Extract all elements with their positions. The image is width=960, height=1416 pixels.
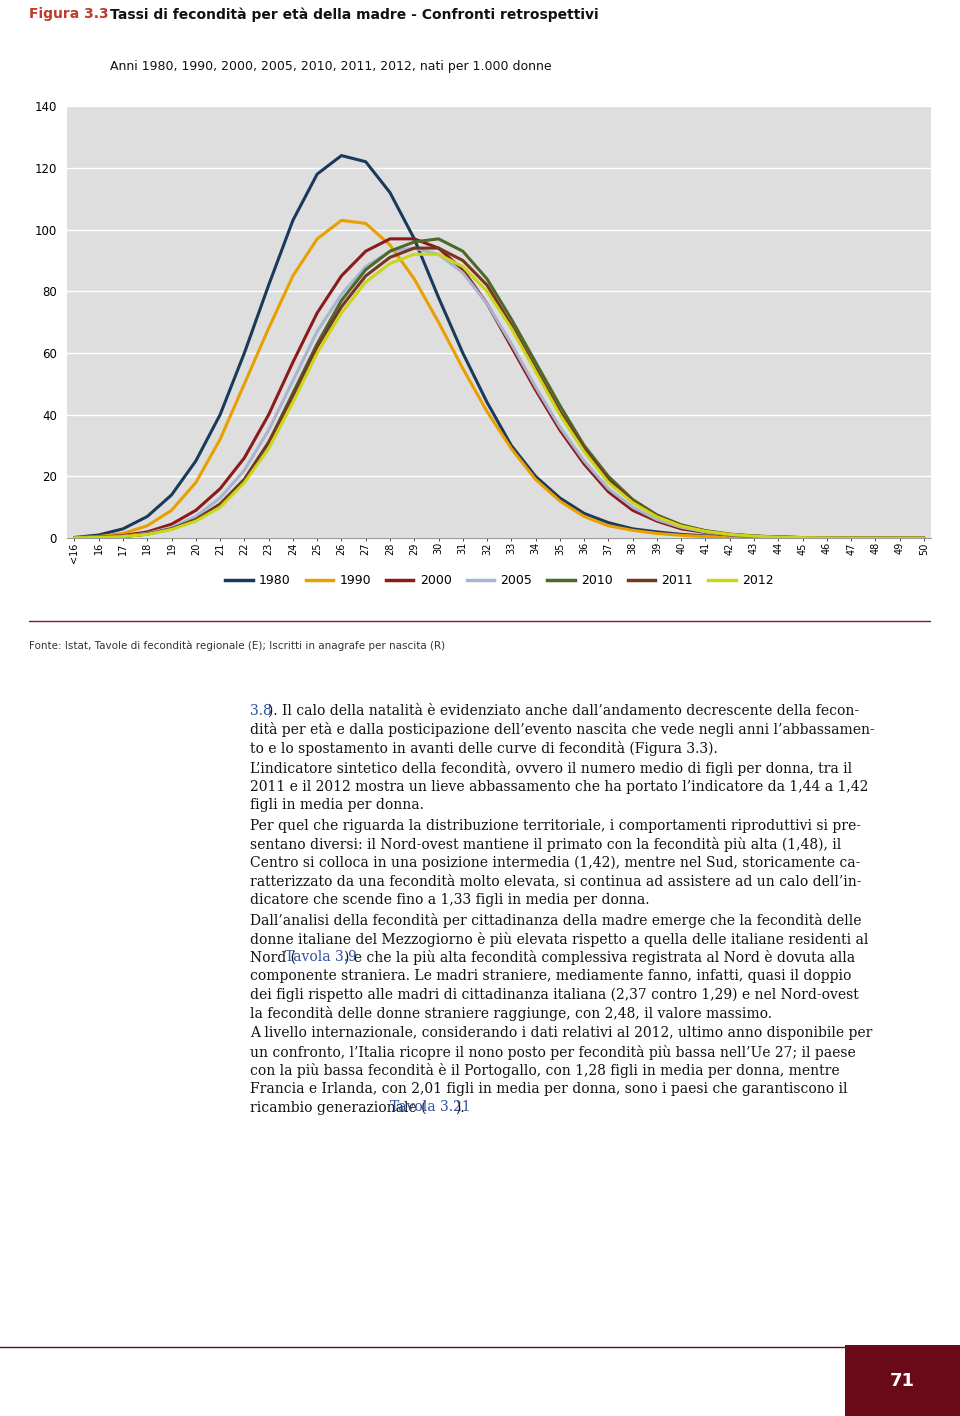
Text: Anni 1980, 1990, 2000, 2005, 2010, 2011, 2012, nati per 1.000 donne: Anni 1980, 1990, 2000, 2005, 2010, 2011,…: [110, 61, 552, 74]
Text: Per quel che riguarda la distribuzione territoriale, i comportamenti riproduttiv: Per quel che riguarda la distribuzione t…: [250, 818, 861, 833]
Text: 3 | POPOLAZIONE E FAMIGLIE: 3 | POPOLAZIONE E FAMIGLIE: [372, 1374, 588, 1388]
Text: ) e che la più alta fecondità complessiva registrata al Nord è dovuta alla: ) e che la più alta fecondità complessiv…: [344, 950, 854, 966]
Text: 2011 e il 2012 mostra un lieve abbassamento che ha portato l’indicatore da 1,44 : 2011 e il 2012 mostra un lieve abbassame…: [250, 780, 869, 794]
Text: Fonte: Istat, Tavole di fecondità regionale (E); Iscritti in anagrafe per nascit: Fonte: Istat, Tavole di fecondità region…: [29, 640, 444, 651]
Text: Figura 3.3: Figura 3.3: [29, 7, 108, 21]
Text: Centro si colloca in una posizione intermedia (1,42), mentre nel Sud, storicamen: Centro si colloca in una posizione inter…: [250, 855, 860, 871]
Text: Nord (: Nord (: [250, 950, 296, 964]
Text: componente straniera. Le madri straniere, mediamente fanno, infatti, quasi il do: componente straniera. Le madri straniere…: [250, 969, 852, 983]
Text: Tavola 3.21: Tavola 3.21: [391, 1100, 471, 1114]
Text: ricambio generazionale (: ricambio generazionale (: [250, 1100, 426, 1114]
Bar: [845, 1345, 960, 1416]
Text: Francia e Irlanda, con 2,01 figli in media per donna, sono i paesi che garantisc: Francia e Irlanda, con 2,01 figli in med…: [250, 1082, 848, 1096]
Legend: 1980, 1990, 2000, 2005, 2010, 2011, 2012: 1980, 1990, 2000, 2005, 2010, 2011, 2012: [220, 569, 779, 592]
Text: ratterizzato da una fecondità molto elevata, si continua ad assistere ad un calo: ratterizzato da una fecondità molto elev…: [250, 874, 861, 888]
Text: A livello internazionale, considerando i dati relativi al 2012, ultimo anno disp: A livello internazionale, considerando i…: [250, 1027, 873, 1041]
Text: ). Il calo della natalità è evidenziato anche dall’andamento decrescente della f: ). Il calo della natalità è evidenziato …: [268, 704, 858, 718]
Text: figli in media per donna.: figli in media per donna.: [250, 799, 424, 813]
Text: sentano diversi: il Nord-ovest mantiene il primato con la fecondità più alta (1,: sentano diversi: il Nord-ovest mantiene …: [250, 837, 841, 852]
Text: dità per età e dalla posticipazione dell’evento nascita che vede negli anni l’ab: dità per età e dalla posticipazione dell…: [250, 722, 875, 738]
Text: ).: ).: [455, 1100, 465, 1114]
Text: dicatore che scende fino a 1,33 figli in media per donna.: dicatore che scende fino a 1,33 figli in…: [250, 893, 650, 906]
Text: la fecondità delle donne straniere raggiunge, con 2,48, il valore massimo.: la fecondità delle donne straniere raggi…: [250, 1005, 772, 1021]
Text: Tassi di fecondità per età della madre - Confronti retrospettivi: Tassi di fecondità per età della madre -…: [110, 7, 599, 21]
Text: L’indicatore sintetico della fecondità, ovvero il numero medio di figli per donn: L’indicatore sintetico della fecondità, …: [250, 762, 852, 776]
Text: to e lo spostamento in avanti delle curve di fecondità (Figura 3.3).: to e lo spostamento in avanti delle curv…: [250, 741, 718, 756]
Text: donne italiane del Mezzogiorno è più elevata rispetto a quella delle italiane re: donne italiane del Mezzogiorno è più ele…: [250, 932, 869, 947]
Text: Tavola 3.9: Tavola 3.9: [285, 950, 357, 964]
Text: un confronto, l’Italia ricopre il nono posto per fecondità più bassa nell’Ue 27;: un confronto, l’Italia ricopre il nono p…: [250, 1045, 855, 1059]
Text: con la più bassa fecondità è il Portogallo, con 1,28 figli in media per donna, m: con la più bassa fecondità è il Portogal…: [250, 1063, 840, 1079]
Text: 3.8: 3.8: [250, 704, 272, 718]
Text: dei figli rispetto alle madri di cittadinanza italiana (2,37 contro 1,29) e nel : dei figli rispetto alle madri di cittadi…: [250, 987, 859, 1001]
Text: Dall’analisi della fecondità per cittadinanza della madre emerge che la fecondit: Dall’analisi della fecondità per cittadi…: [250, 913, 861, 929]
Text: 71: 71: [890, 1372, 915, 1389]
